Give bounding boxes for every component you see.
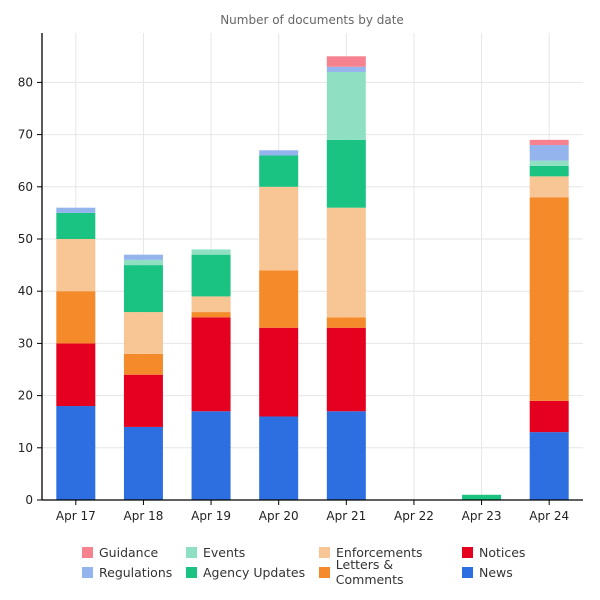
bar-segment-news[interactable] (326, 411, 366, 500)
legend-label: News (479, 564, 513, 580)
legend-item[interactable]: Regulations (82, 564, 186, 580)
legend-label: Notices (479, 544, 526, 560)
bar-segment-letters-comments[interactable] (191, 312, 231, 318)
bar-segment-notices[interactable] (123, 374, 163, 427)
bar-segment-regulations[interactable] (123, 254, 163, 260)
chart-title: Number of documents by date (220, 13, 404, 27)
bar-segment-notices[interactable] (191, 317, 231, 412)
x-tick-label: Apr 24 (529, 509, 569, 523)
bar-segment-guidance[interactable] (326, 56, 366, 67)
x-tick-label: Apr 19 (191, 509, 231, 523)
y-tick-label: 70 (18, 128, 33, 142)
bar-segment-events[interactable] (529, 160, 569, 166)
bar-segment-enforcements[interactable] (123, 312, 163, 354)
legend-label: Events (203, 544, 246, 560)
bar-segment-agency-updates[interactable] (259, 155, 299, 187)
bar-segment-notices[interactable] (56, 343, 96, 407)
bar-segment-agency-updates[interactable] (326, 139, 366, 208)
bar-segment-regulations[interactable] (56, 207, 96, 213)
y-tick-label: 0 (25, 493, 33, 507)
legend-item[interactable]: Agency Updates (186, 564, 319, 580)
legend-label: Regulations (99, 564, 173, 580)
legend-swatch (462, 566, 473, 578)
bar-segment-letters-comments[interactable] (56, 291, 96, 344)
bar-segment-news[interactable] (191, 411, 231, 500)
bar-segment-letters-comments[interactable] (529, 197, 569, 401)
bar-segment-news[interactable] (56, 406, 96, 500)
legend-item[interactable]: Events (186, 544, 319, 560)
gridlines (42, 33, 583, 500)
legend-swatch (462, 546, 473, 558)
bar-segment-notices[interactable] (259, 327, 299, 417)
bar-segment-enforcements[interactable] (529, 176, 569, 198)
bar-segment-regulations[interactable] (326, 66, 366, 72)
x-tick-label: Apr 18 (124, 509, 164, 523)
y-tick-label: 30 (18, 336, 33, 350)
bar-segment-regulations[interactable] (529, 145, 569, 161)
bar-segment-events[interactable] (326, 71, 366, 140)
legend: Guidance Events Enforcements Notices Regulat… (82, 544, 582, 587)
y-tick-label: 60 (18, 180, 33, 194)
bar-segment-regulations[interactable] (259, 150, 299, 156)
legend-swatch (186, 546, 197, 558)
legend-label: Guidance (99, 544, 159, 560)
bar-segment-enforcements[interactable] (259, 186, 299, 271)
legend-item[interactable]: News (462, 564, 562, 580)
legend-item[interactable]: Notices (462, 544, 562, 560)
bar-segment-agency-updates[interactable] (56, 212, 96, 239)
bar-segment-enforcements[interactable] (326, 207, 366, 318)
legend-item[interactable]: Letters & Comments (319, 557, 462, 587)
y-tick-label: 50 (18, 232, 33, 246)
bar-segment-agency-updates[interactable] (123, 265, 163, 313)
bar-segment-notices[interactable] (326, 327, 366, 412)
legend-swatch (82, 546, 93, 558)
legend-label: Enforcements (336, 544, 423, 560)
bar-segment-letters-comments[interactable] (259, 270, 299, 328)
bar-segment-enforcements[interactable] (56, 239, 96, 292)
x-tick-label: Apr 20 (259, 509, 299, 523)
legend-swatch (186, 566, 197, 578)
axes: 0 10 20 30 40 50 60 70 80 Apr 17 Apr 18 Apr 19 Apr 2… (18, 33, 583, 523)
bar-segment-events[interactable] (123, 259, 163, 266)
y-tick-label: 40 (18, 284, 33, 298)
x-tick-label: Apr 22 (394, 509, 434, 523)
legend-label: Agency Updates (203, 564, 306, 580)
legend-item[interactable]: Guidance (82, 544, 186, 560)
bar-segment-agency-updates[interactable] (191, 254, 231, 297)
bar-segment-notices[interactable] (529, 400, 569, 433)
bar-segment-guidance[interactable] (529, 139, 569, 146)
x-tick-label: Apr 17 (56, 509, 96, 523)
bar-segment-letters-comments[interactable] (326, 317, 366, 328)
bar-segment-news[interactable] (259, 416, 299, 500)
y-tick-label: 10 (18, 441, 33, 455)
bar-segment-events[interactable] (191, 249, 231, 255)
bar-segment-agency-updates[interactable] (529, 165, 569, 177)
bar-segment-news[interactable] (123, 426, 163, 500)
x-tick-label: Apr 23 (462, 509, 502, 523)
y-tick-label: 80 (18, 75, 33, 89)
bar-segment-enforcements[interactable] (191, 296, 231, 313)
y-tick-label: 20 (18, 389, 33, 403)
bar-segment-letters-comments[interactable] (123, 353, 163, 375)
bar-segment-agency-updates[interactable] (462, 494, 502, 500)
x-tick-label: Apr 21 (326, 509, 366, 523)
legend-swatch (319, 546, 330, 558)
bar-segment-news[interactable] (529, 432, 569, 500)
legend-label: Letters & Comments (335, 557, 404, 587)
legend-item[interactable]: Enforcements (319, 544, 462, 560)
legend-swatch (82, 566, 93, 578)
legend-swatch (319, 566, 330, 578)
bars (56, 56, 569, 500)
